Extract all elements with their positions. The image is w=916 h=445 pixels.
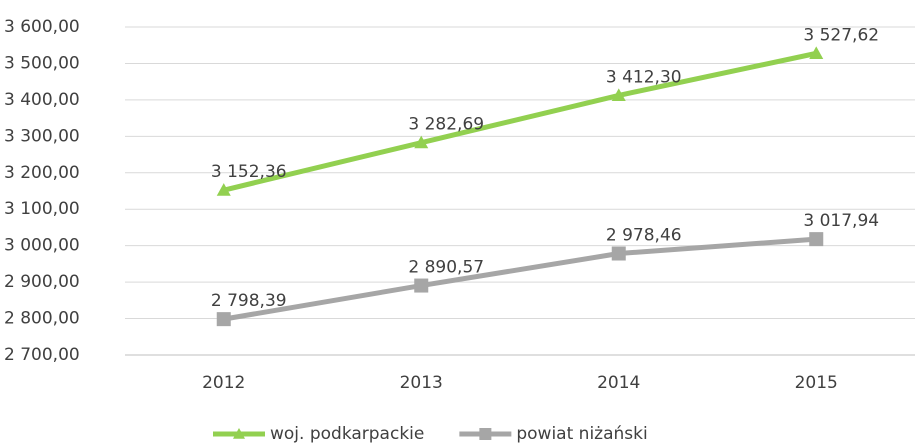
marker xyxy=(414,278,429,293)
data-label: 2 798,39 xyxy=(211,291,287,311)
y-tick-label: 2 900,00 xyxy=(4,272,80,292)
y-tick-label: 2 700,00 xyxy=(4,345,80,365)
marker xyxy=(809,46,824,59)
marker xyxy=(216,183,231,196)
y-tick-label: 3 400,00 xyxy=(4,90,80,110)
legend-marker xyxy=(479,428,492,440)
marker xyxy=(809,232,824,247)
y-tick-label: 2 800,00 xyxy=(4,309,80,329)
y-tick-label: 3 000,00 xyxy=(4,236,80,256)
data-label: 2 890,57 xyxy=(408,258,484,278)
marker xyxy=(414,135,429,149)
y-tick-label: 3 600,00 xyxy=(4,17,80,37)
y-tick-label: 3 500,00 xyxy=(4,53,80,73)
x-tick-label: 2015 xyxy=(795,373,838,393)
legend-label: woj. podkarpackie xyxy=(270,424,424,444)
data-label: 3 152,36 xyxy=(211,162,287,182)
data-label: 2 978,46 xyxy=(606,226,682,246)
legend-marker xyxy=(233,428,245,439)
marker xyxy=(216,312,231,327)
data-label: 3 412,30 xyxy=(606,67,682,87)
y-tick-label: 3 100,00 xyxy=(4,199,80,219)
marker xyxy=(611,88,626,102)
series-line xyxy=(223,50,817,193)
y-tick-label: 3 200,00 xyxy=(4,163,80,183)
data-label: 3 282,69 xyxy=(408,115,484,135)
x-tick-label: 2013 xyxy=(400,373,443,393)
legend-label: powiat niżański xyxy=(516,424,647,444)
marker xyxy=(611,246,626,261)
y-tick-label: 3 300,00 xyxy=(4,126,80,146)
data-label: 3 017,94 xyxy=(803,211,879,231)
x-tick-label: 2014 xyxy=(597,373,640,393)
data-label: 3 527,62 xyxy=(803,25,879,45)
series-line xyxy=(223,236,817,322)
x-tick-label: 2012 xyxy=(202,373,245,393)
